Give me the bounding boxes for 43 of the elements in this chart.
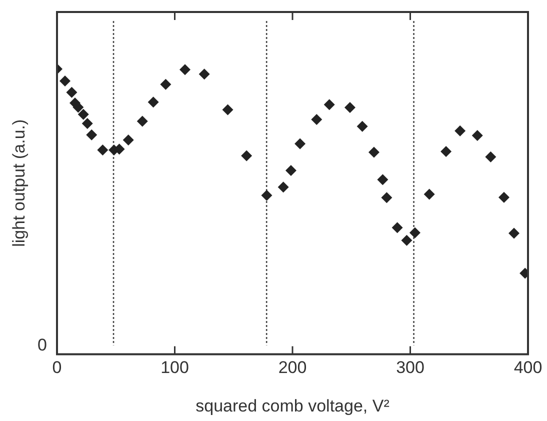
point — [472, 130, 483, 141]
x-tick-label: 400 — [514, 358, 542, 378]
point — [377, 174, 388, 186]
point — [278, 182, 289, 193]
x-tick-label: 100 — [160, 358, 189, 378]
point — [498, 192, 510, 203]
x-tick-label: 0 — [52, 358, 62, 378]
x-tick-label: 200 — [278, 358, 307, 378]
point — [122, 134, 134, 146]
point — [311, 114, 322, 126]
point — [261, 190, 272, 201]
point — [160, 78, 172, 90]
point — [344, 102, 356, 114]
point — [179, 64, 190, 76]
point — [440, 146, 452, 157]
x-tick-label: 300 — [396, 358, 424, 378]
point — [198, 68, 210, 80]
point — [285, 165, 296, 176]
point — [324, 99, 335, 110]
x-axis-title: squared comb voltage, V² — [196, 396, 390, 416]
y-axis-title: light output (a.u.) — [10, 119, 29, 247]
point — [60, 76, 71, 87]
point — [66, 86, 78, 98]
point — [82, 118, 93, 129]
point — [368, 146, 380, 158]
point — [401, 234, 412, 246]
point — [454, 125, 466, 136]
point — [392, 222, 403, 234]
point — [409, 227, 420, 238]
point — [78, 108, 89, 120]
point — [86, 129, 98, 140]
point — [241, 150, 252, 162]
text: 0 — [38, 335, 47, 354]
point — [508, 228, 520, 239]
point — [148, 96, 159, 108]
point — [97, 144, 108, 156]
point — [294, 138, 306, 150]
point — [381, 192, 392, 204]
point — [136, 116, 148, 127]
point — [485, 151, 496, 162]
point — [424, 188, 435, 200]
point — [356, 120, 368, 132]
point — [222, 104, 234, 116]
